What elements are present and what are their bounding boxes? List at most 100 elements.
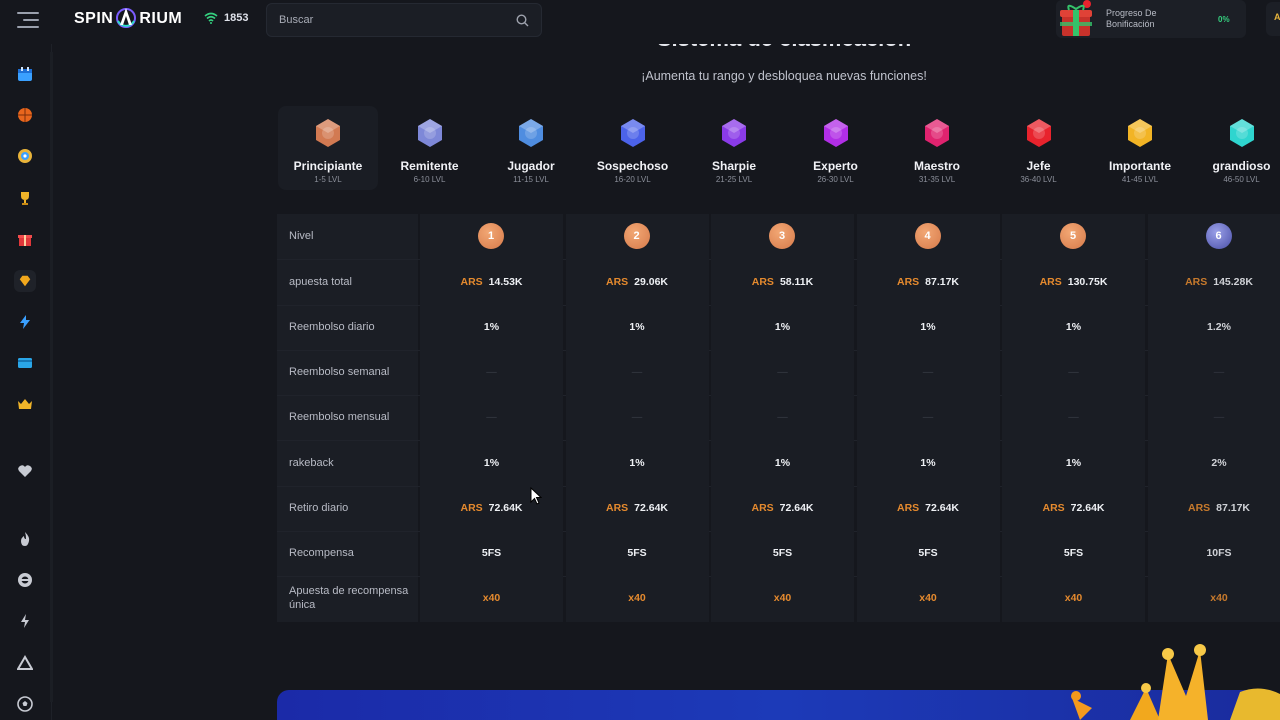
rank-name: Importante — [1108, 159, 1171, 173]
cell-value: 29.06K — [634, 276, 669, 288]
bolt-icon[interactable] — [15, 611, 35, 631]
cell-daily: 1.2% — [1207, 321, 1231, 333]
cell-total-bet: ARS 87.17K — [857, 276, 1000, 288]
logo-text-right: RIUM — [139, 10, 183, 27]
rank-tab-importante[interactable]: Importante 41-45 LVL — [1090, 106, 1190, 190]
cell-wager: x40 — [919, 592, 937, 604]
cell-rakeback: 1% — [1065, 457, 1082, 469]
gift-icon[interactable] — [15, 229, 35, 249]
rank-tab-sharpie[interactable]: Sharpie 21-25 LVL — [684, 106, 784, 190]
top-bar: SPIN RIUM 1853 Progr — [0, 0, 1280, 44]
level-number: 3 — [778, 230, 786, 242]
bonus-percent: 0% — [1218, 14, 1230, 24]
online-counter: 1853 — [204, 12, 248, 24]
search-box — [266, 3, 542, 37]
rank-tab-jefe[interactable]: Jefe 36-40 LVL — [989, 106, 1089, 190]
row-label: rakeback — [289, 457, 334, 469]
cell-total-bet: ARS 14.53K — [420, 276, 563, 288]
sidebar — [0, 44, 53, 720]
cell-withdraw: ARS 72.64K — [711, 502, 854, 514]
level-column-4 — [856, 214, 1000, 622]
sidebar-scrollbar[interactable] — [50, 52, 53, 702]
level-badge: 2 — [623, 223, 650, 249]
calendar-icon[interactable] — [15, 64, 35, 84]
rank-tab-grandioso[interactable]: grandioso 46-50 LVL — [1192, 106, 1280, 190]
currency-label: ARS — [605, 502, 629, 514]
rank-levels: 41-45 LVL — [1121, 175, 1159, 184]
cell-value: 72.64K — [779, 502, 814, 514]
cell-value: 72.64K — [488, 502, 523, 514]
cell-monthly: — — [1213, 411, 1225, 423]
crown-icon[interactable] — [15, 394, 35, 414]
rank-name: Maestro — [913, 159, 960, 173]
logo[interactable]: SPIN RIUM — [74, 8, 183, 29]
card-icon[interactable] — [15, 353, 35, 373]
promo-banner[interactable] — [277, 690, 1280, 720]
cell-value: 87.17K — [925, 276, 960, 288]
cell-withdraw: ARS 72.64K — [566, 502, 709, 514]
basketball-icon[interactable] — [15, 105, 35, 125]
cell-monthly: — — [1068, 411, 1079, 423]
level-badge: 3 — [769, 223, 795, 249]
level-column-3 — [711, 214, 854, 622]
cell-value: 130.75K — [1067, 276, 1108, 288]
rank-badge-icon — [722, 119, 746, 147]
cell-rakeback: 1% — [629, 457, 645, 469]
fire-icon[interactable] — [15, 529, 35, 549]
cell-wager: x40 — [1210, 592, 1228, 604]
currency-label: ARS — [751, 502, 774, 514]
rank-tab-experto[interactable]: Experto 26-30 LVL — [786, 106, 886, 190]
bonus-label: Progreso De Bonificación — [1106, 8, 1157, 29]
search-icon[interactable] — [516, 13, 529, 27]
roulette-icon[interactable] — [15, 146, 35, 166]
currency-label: ARS — [896, 276, 920, 288]
triangle-icon[interactable] — [15, 653, 35, 673]
cell-value: 87.17K — [1216, 502, 1251, 514]
cell-value: 14.53K — [488, 276, 523, 288]
cell-reward: 5FS — [481, 547, 502, 559]
rank-tab-principiante[interactable]: Principiante 1-5 LVL — [278, 106, 378, 190]
rank-badge-icon — [1026, 119, 1051, 147]
level-badge: 6 — [1205, 223, 1232, 249]
cell-withdraw: ARS 87.17K — [1148, 502, 1280, 514]
cell-daily: 1% — [483, 321, 500, 333]
currency-label: ARS — [751, 276, 774, 288]
rank-name: Jefe — [1026, 159, 1051, 173]
menu-icon[interactable] — [17, 12, 39, 28]
row-label: Recompensa — [289, 547, 354, 559]
chip-icon[interactable] — [15, 570, 35, 590]
heart-icon[interactable] — [15, 461, 35, 481]
level-column-1 — [420, 214, 563, 622]
rank-tab-sospechoso[interactable]: Sospechoso 16-20 LVL — [583, 106, 683, 190]
currency-label: ARS — [1042, 502, 1065, 514]
soccer-icon[interactable] — [15, 694, 35, 714]
cell-rakeback: 2% — [1211, 457, 1227, 469]
online-count: 1853 — [224, 12, 249, 24]
cell-value: 72.64K — [925, 502, 960, 514]
level-number: 6 — [1215, 230, 1222, 242]
rank-levels: 6-10 LVL — [413, 175, 446, 184]
rank-badge-icon — [925, 119, 949, 147]
rank-tab-remitente[interactable]: Remitente 6-10 LVL — [380, 106, 480, 190]
cell-monthly: — — [486, 411, 497, 423]
search-input[interactable] — [279, 14, 516, 26]
cell-daily: 1% — [1065, 321, 1082, 333]
rank-tab-jugador[interactable]: Jugador 11-15 LVL — [481, 106, 581, 190]
row-labels-column: Nivel apuesta total Reembolso diario Reembo… — [277, 214, 418, 622]
cell-reward: 5FS — [772, 547, 793, 559]
level-number: 1 — [487, 230, 495, 242]
trophy-icon[interactable] — [15, 188, 35, 208]
lightning-icon[interactable] — [15, 312, 35, 332]
level-badge: 5 — [1060, 223, 1086, 249]
user-balance-edge[interactable]: A — [1266, 2, 1280, 36]
rank-table: Nivel apuesta total Reembolso diario Reembo… — [277, 214, 1280, 622]
cell-weekly: — — [631, 366, 643, 378]
cell-value: 58.11K — [779, 276, 814, 288]
bonus-progress[interactable]: Progreso De Bonificación 0% — [1056, 0, 1246, 38]
rank-name: Experto — [813, 159, 858, 173]
rank-tab-maestro[interactable]: Maestro 31-35 LVL — [887, 106, 987, 190]
vip-gem-icon[interactable] — [14, 270, 36, 292]
rank-levels: 26-30 LVL — [817, 175, 854, 184]
cell-rakeback: 1% — [483, 457, 500, 469]
currency-label: ARS — [896, 502, 920, 514]
